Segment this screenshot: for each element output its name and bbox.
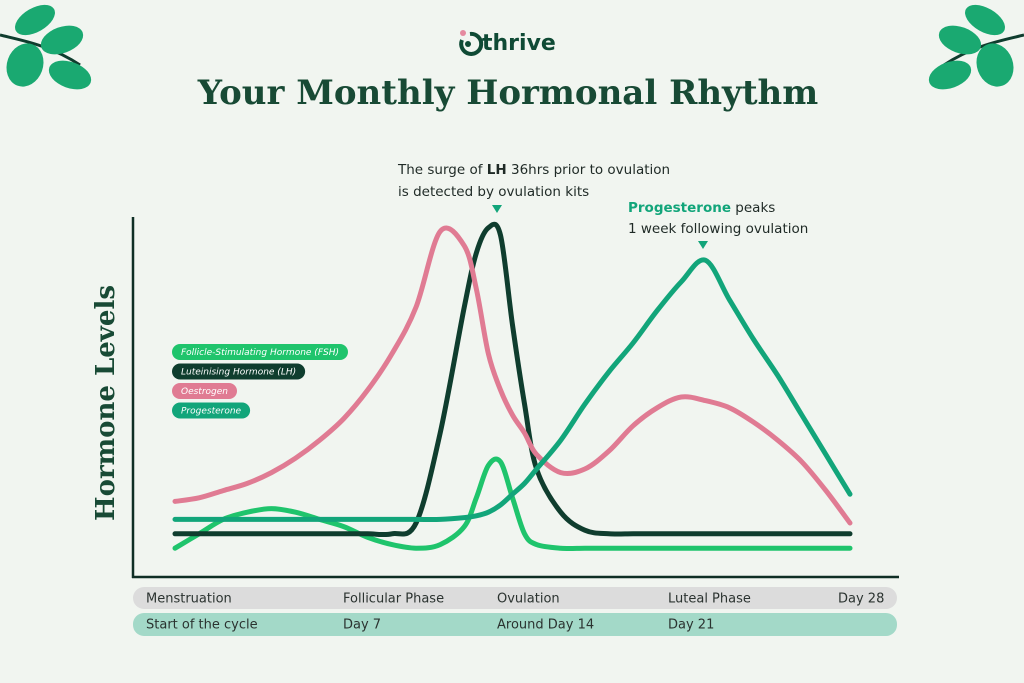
y-axis-label: Hormone Levels	[91, 285, 121, 521]
plot	[172, 221, 853, 551]
day-band	[133, 613, 897, 636]
legend-label: Progesterone	[181, 407, 242, 417]
annotation: The surge of LH 36hrs prior to ovulation	[397, 162, 670, 178]
legend-pill	[172, 363, 306, 380]
leaves-right	[928, 4, 1024, 90]
hormone-line	[172, 225, 853, 526]
annotation: is detected by ovulation kits	[398, 184, 589, 200]
annotation-arrow	[492, 205, 502, 213]
legend-pill	[172, 383, 237, 399]
phase-band	[133, 587, 897, 609]
phase-label: Luteal Phase	[668, 592, 751, 607]
logo: thrive	[459, 30, 556, 56]
leaves-left	[0, 4, 92, 90]
phase-label: Follicular Phase	[343, 592, 444, 607]
day-label: Around Day 14	[497, 618, 594, 633]
hormone-line	[172, 221, 853, 538]
annotation: 1 week following ovulation	[628, 221, 808, 237]
annotation: Progesterone peaks	[628, 200, 775, 216]
legend-label: Oestrogen	[181, 387, 228, 397]
brand: thrive	[482, 31, 556, 56]
legend-label: Luteinising Hormone (LH)	[181, 368, 296, 378]
chart-title: Your Monthly Hormonal Rhythm	[197, 73, 818, 113]
phase-label: Ovulation	[497, 592, 560, 607]
hormone-line	[172, 257, 853, 523]
hormone-line	[172, 456, 853, 551]
day-label: Day 7	[343, 618, 381, 633]
day-label: Start of the cycle	[146, 618, 258, 633]
phase-label: Menstruation	[146, 592, 232, 607]
annotation-arrow	[698, 241, 708, 249]
legend-pill	[172, 344, 348, 360]
legend-pill	[172, 402, 251, 419]
legend-label: Follicle-Stimulating Hormone (FSH)	[181, 348, 339, 358]
day-label: Day 21	[668, 618, 714, 633]
phase-label: Day 28	[838, 592, 884, 607]
